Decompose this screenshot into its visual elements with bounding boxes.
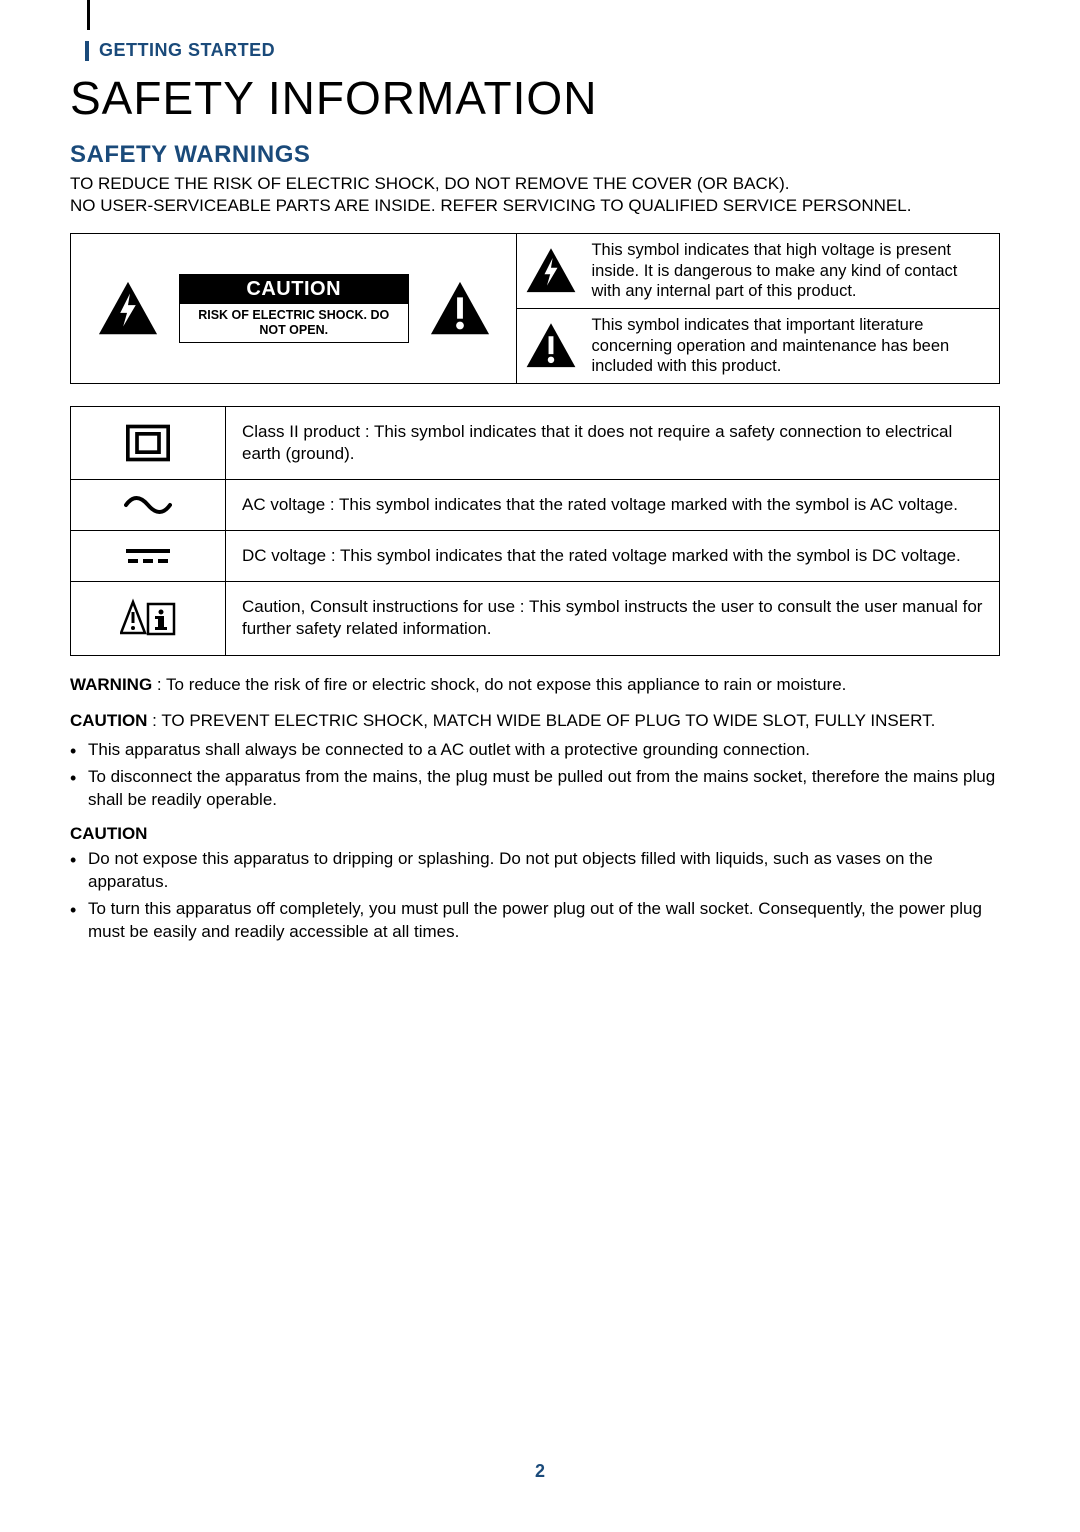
warning-paragraph: WARNING : To reduce the risk of fire or … xyxy=(70,674,1000,697)
symbol-text: Caution, Consult instructions for use : … xyxy=(226,582,999,654)
caution-heading: CAUTION xyxy=(70,824,1000,844)
class-ii-icon xyxy=(126,424,170,462)
consult-manual-icon xyxy=(120,598,176,638)
intro-line-2: NO USER-SERVICEABLE PARTS ARE INSIDE. RE… xyxy=(70,195,1000,217)
symbol-row: DC voltage : This symbol indicates that … xyxy=(71,530,999,581)
bullet-list-2: Do not expose this apparatus to dripping… xyxy=(70,848,1000,944)
shock-icon xyxy=(525,245,577,297)
symbol-text: DC voltage : This symbol indicates that … xyxy=(226,531,999,581)
section-title: GETTING STARTED xyxy=(99,40,275,61)
symbol-row: AC voltage : This symbol indicates that … xyxy=(71,479,999,530)
warning-text: : To reduce the risk of fire or electric… xyxy=(152,675,846,694)
warning-lead: WARNING xyxy=(70,675,152,694)
caution-right: This symbol indicates that high voltage … xyxy=(516,234,999,383)
symbol-icon-cell xyxy=(71,531,226,581)
page-title: SAFETY INFORMATION xyxy=(70,71,1000,125)
caution-box-body: RISK OF ELECTRIC SHOCK. DO NOT OPEN. xyxy=(180,304,408,342)
page-number: 2 xyxy=(0,1461,1080,1482)
intro-text: TO REDUCE THE RISK OF ELECTRIC SHOCK, DO… xyxy=(70,173,1000,217)
symbol-icon-cell xyxy=(71,480,226,530)
list-item: This apparatus shall always be connected… xyxy=(70,739,1000,762)
page-subtitle: SAFETY WARNINGS xyxy=(70,141,1000,169)
symbol-icon-cell xyxy=(71,582,226,654)
caution-right-text-2: This symbol indicates that important lit… xyxy=(591,315,987,377)
page-container: GETTING STARTED SAFETY INFORMATION SAFET… xyxy=(0,0,1080,996)
caution-box: CAUTION RISK OF ELECTRIC SHOCK. DO NOT O… xyxy=(179,274,409,343)
bullet-list-1: This apparatus shall always be connected… xyxy=(70,739,1000,812)
caution-text: : TO PREVENT ELECTRIC SHOCK, MATCH WIDE … xyxy=(147,711,935,730)
caution-left: CAUTION RISK OF ELECTRIC SHOCK. DO NOT O… xyxy=(71,234,516,383)
warning-icon xyxy=(429,278,491,340)
caution-right-text-1: This symbol indicates that high voltage … xyxy=(591,240,987,302)
section-bar xyxy=(85,41,89,61)
symbol-text: AC voltage : This symbol indicates that … xyxy=(226,480,999,530)
caution-box-head: CAUTION xyxy=(180,275,408,304)
section-header: GETTING STARTED xyxy=(85,40,1000,61)
symbol-row: Caution, Consult instructions for use : … xyxy=(71,581,999,654)
caution-right-row-2: This symbol indicates that important lit… xyxy=(517,308,999,383)
warning-icon xyxy=(525,320,577,372)
list-item: To disconnect the apparatus from the mai… xyxy=(70,766,1000,812)
symbol-text: Class II product : This symbol indicates… xyxy=(226,407,999,479)
shock-icon xyxy=(97,278,159,340)
dc-icon xyxy=(124,547,172,565)
top-crop-mark xyxy=(87,0,90,30)
caution-right-row-1: This symbol indicates that high voltage … xyxy=(517,234,999,308)
intro-line-1: TO REDUCE THE RISK OF ELECTRIC SHOCK, DO… xyxy=(70,173,1000,195)
ac-icon xyxy=(124,495,172,515)
list-item: Do not expose this apparatus to dripping… xyxy=(70,848,1000,894)
caution-panel: CAUTION RISK OF ELECTRIC SHOCK. DO NOT O… xyxy=(70,233,1000,384)
caution-lead: CAUTION xyxy=(70,711,147,730)
symbol-row: Class II product : This symbol indicates… xyxy=(71,407,999,479)
caution-paragraph: CAUTION : TO PREVENT ELECTRIC SHOCK, MAT… xyxy=(70,710,1000,733)
symbol-table: Class II product : This symbol indicates… xyxy=(70,406,1000,656)
symbol-icon-cell xyxy=(71,407,226,479)
list-item: To turn this apparatus off completely, y… xyxy=(70,898,1000,944)
